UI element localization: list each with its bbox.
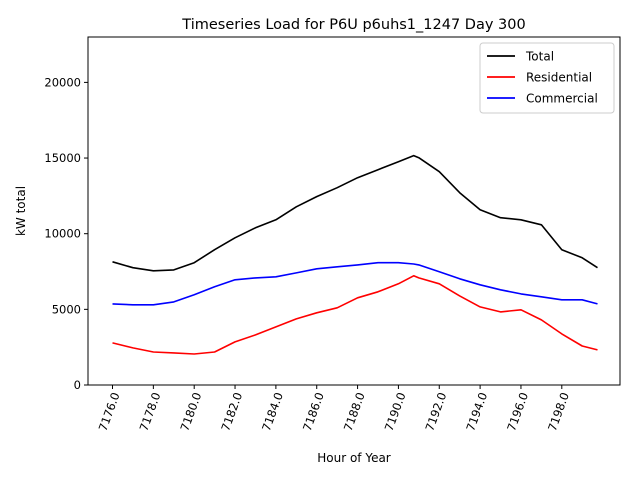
x-tick-label: 7186.0 <box>300 390 327 433</box>
x-tick-label: 7192.0 <box>422 390 449 433</box>
legend-label-residential: Residential <box>526 71 592 85</box>
legend-label-total: Total <box>525 50 554 64</box>
plot-frame <box>87 36 621 386</box>
chart-title: Timeseries Load for P6U p6uhs1_1247 Day … <box>181 17 525 33</box>
x-tick-label: 7198.0 <box>545 390 572 433</box>
x-tick-label: 7188.0 <box>341 390 368 433</box>
y-tick-label: 5000 <box>52 302 81 316</box>
legend-label-commercial: Commercial <box>526 92 598 106</box>
legend: Total Residential Commercial <box>479 42 615 114</box>
x-tick-label: 7194.0 <box>463 390 490 433</box>
x-axis: 7176.0 7178.0 7180.0 7182.0 7184.0 7186.0 7188… <box>96 385 572 433</box>
x-tick-label: 7180.0 <box>177 390 204 433</box>
x-tick-label: 7178.0 <box>137 390 164 433</box>
x-tick-label: 7190.0 <box>382 390 409 433</box>
y-tick-label: 20000 <box>44 75 81 89</box>
x-tick-label: 7184.0 <box>259 390 286 433</box>
y-axis: 0 5000 10000 15000 20000 <box>44 75 88 392</box>
x-tick-label: 7176.0 <box>96 390 123 433</box>
series-line-commercial <box>112 261 598 306</box>
y-axis-label: kW total <box>14 186 28 236</box>
legend-box <box>479 42 615 114</box>
y-tick-label: 10000 <box>44 227 81 241</box>
x-tick-label: 7196.0 <box>504 390 531 433</box>
y-tick-label: 15000 <box>44 151 81 165</box>
series-line-total <box>112 154 598 272</box>
series-line-residential <box>112 274 598 355</box>
x-tick-label: 7182.0 <box>218 390 245 433</box>
series-layer <box>112 154 598 355</box>
y-tick-label: 0 <box>74 378 81 392</box>
x-axis-label: Hour of Year <box>317 451 391 465</box>
